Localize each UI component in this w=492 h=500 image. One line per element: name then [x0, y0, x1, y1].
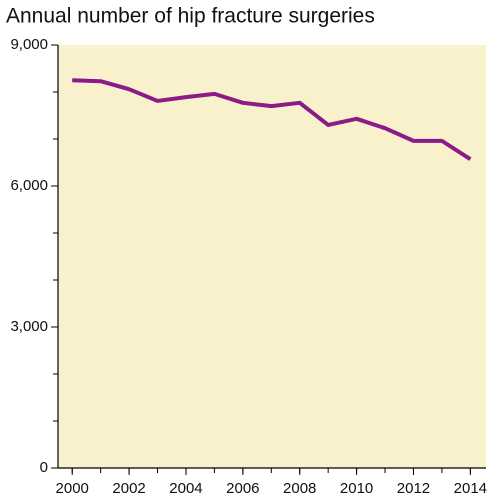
x-tick-label: 2008	[283, 480, 316, 497]
data-line	[72, 78, 472, 161]
y-tick-label: 3,000	[10, 318, 48, 335]
x-tick-label: 2014	[454, 480, 487, 497]
x-tick-label: 2000	[56, 480, 89, 497]
x-tick-label: 2004	[169, 480, 202, 497]
y-tick-label: 0	[40, 459, 48, 476]
y-tick-label: 9,000	[10, 36, 48, 53]
chart-title: Annual number of hip fracture surgeries	[6, 5, 375, 28]
x-tick-label: 2006	[226, 480, 259, 497]
plot-background	[58, 45, 486, 468]
x-tick-label: 2012	[397, 480, 430, 497]
x-tick-label: 2002	[112, 480, 145, 497]
y-tick-label: 6,000	[10, 177, 48, 194]
x-tick-label: 2010	[340, 480, 373, 497]
